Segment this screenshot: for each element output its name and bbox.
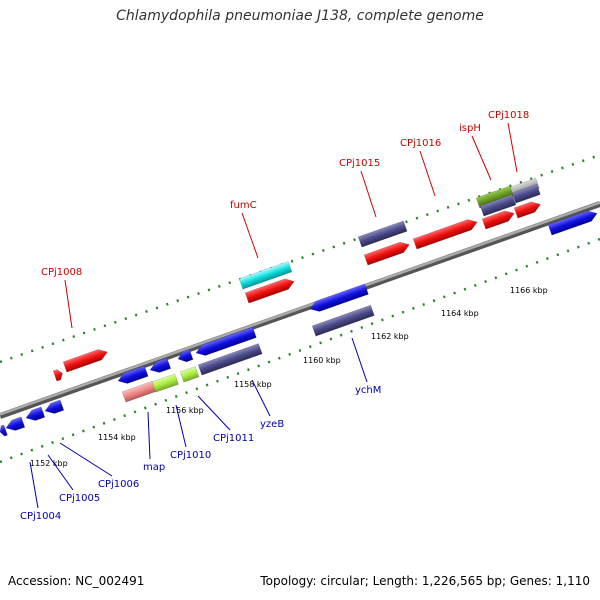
gene-dark-right[interactable]	[511, 183, 541, 204]
gene-cpj1005[interactable]	[24, 406, 46, 423]
scale-label-7: 1166 kbp	[510, 286, 548, 295]
label-cpj1016: CPj1016	[400, 138, 441, 149]
gene-cpj1004-partial[interactable]	[0, 424, 8, 437]
label-ychm: ychM	[355, 385, 381, 396]
leader-reverse-4	[175, 404, 187, 448]
genome-title: Chlamydophila pneumoniae J138, complete …	[116, 8, 484, 24]
label-cpj1008: CPj1008	[41, 267, 82, 278]
leader-forward-2	[360, 170, 377, 218]
leader-forward-4	[471, 135, 492, 181]
topology-text: Topology: circular; Length: 1,226,565 bp…	[260, 574, 590, 588]
gene-cpj1015[interactable]	[363, 239, 411, 266]
label-cpj1006: CPj1006	[98, 479, 139, 490]
gene-cpj1011-upper[interactable]	[194, 326, 257, 358]
gene-fumc-partner[interactable]	[244, 276, 296, 304]
gene-cpj1008[interactable]	[62, 347, 109, 373]
label-cpj1010: CPj1010	[170, 450, 211, 461]
label-fumc: fumC	[230, 200, 257, 211]
genome-backbone-highlight	[0, 201, 600, 416]
scale-label-1: 1154 kbp	[98, 433, 136, 442]
leader-reverse-6	[251, 379, 271, 417]
gene-dark-upper[interactable]	[479, 194, 517, 217]
gene-blue-small[interactable]	[148, 357, 172, 375]
gene-cpj1006[interactable]	[43, 399, 65, 416]
scale-label-6: 1164 kbp	[441, 309, 479, 318]
leader-reverse-3	[147, 411, 151, 460]
gene-fumc[interactable]	[238, 261, 293, 290]
genome-backbone	[0, 201, 600, 419]
scale-label-5: 1162 kbp	[371, 332, 409, 341]
gene-cpj1016[interactable]	[412, 217, 479, 250]
leader-reverse-1	[47, 454, 74, 491]
scale-label-0: 1152 kbp	[30, 459, 68, 468]
label-cpj1004: CPj1004	[20, 511, 61, 522]
label-map: map	[143, 462, 165, 473]
leader-forward-5	[507, 122, 518, 173]
leader-reverse-0	[29, 461, 39, 509]
gene-map-upper[interactable]	[116, 365, 149, 386]
gene-ychm-upper[interactable]	[308, 283, 369, 314]
label-cpj1018: CPj1018	[488, 110, 529, 121]
gene-cpj1014[interactable]	[357, 220, 408, 248]
scale-label-3: 1158 kbp	[234, 380, 272, 389]
leader-forward-0	[64, 279, 73, 329]
gene-map[interactable]	[121, 380, 157, 403]
gene-blue-tiny[interactable]	[176, 348, 194, 364]
leader-reverse-2	[59, 442, 113, 477]
gene-blue-edge[interactable]	[547, 208, 599, 236]
label-yzeb: yzeB	[260, 419, 284, 430]
gene-cpj1018[interactable]	[513, 199, 542, 219]
gene-cpj1010[interactable]	[151, 373, 179, 393]
leader-reverse-7	[351, 337, 368, 383]
label-cpj1011: CPj1011	[213, 433, 254, 444]
label-cpj1005: CPj1005	[59, 493, 100, 504]
label-cpj1015: CPj1015	[339, 158, 380, 169]
leader-forward-1	[241, 212, 259, 259]
scale-label-4: 1160 kbp	[303, 356, 341, 365]
scale-label-2: 1156 kbp	[166, 406, 204, 415]
gene-cpj1004[interactable]	[4, 416, 26, 433]
gene-ychm[interactable]	[311, 304, 375, 337]
gene-yzeb[interactable]	[197, 343, 263, 376]
gene-lime-small[interactable]	[179, 366, 200, 383]
leader-reverse-5	[197, 395, 231, 431]
gene-isph[interactable]	[481, 208, 516, 230]
leader-forward-3	[419, 150, 436, 197]
gene-small-forward[interactable]	[52, 368, 64, 382]
accession-text: Accession: NC_002491	[8, 574, 145, 588]
reverse-dotted-track	[0, 237, 600, 464]
label-isph: ispH	[459, 123, 481, 134]
